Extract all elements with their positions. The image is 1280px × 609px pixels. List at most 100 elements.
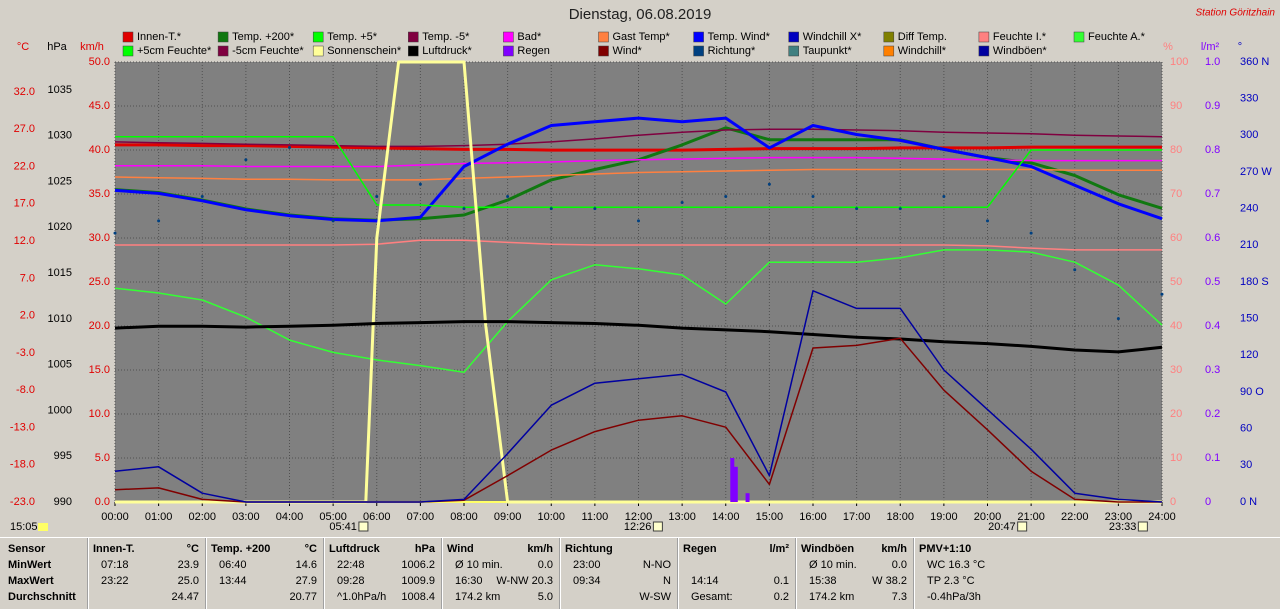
axis-tick-label: 60 — [1240, 423, 1252, 435]
legend-swatch — [978, 45, 990, 57]
chart: Dienstag, 06.08.2019 Station Göritzhain … — [9, 5, 1276, 533]
table-cell: PMV+1:10 — [919, 543, 972, 555]
direction-dot — [724, 194, 728, 198]
axis-tick-label: 210 — [1240, 239, 1258, 251]
table-cell: 24.47 — [171, 591, 199, 603]
legend-swatch — [883, 45, 895, 57]
axis-tick-label: 0.7 — [1205, 188, 1220, 200]
legend-swatch — [693, 31, 704, 43]
legend-swatch — [217, 45, 229, 57]
axis-tick-label: -8.0 — [16, 384, 35, 396]
axis-tick-label: 1005 — [48, 359, 72, 371]
direction-dot — [462, 207, 466, 211]
direction-dot — [549, 207, 553, 211]
table-cell: 7.3 — [891, 591, 907, 603]
event-label: 05:41 — [329, 521, 357, 533]
legend-label: Taupunkt* — [803, 45, 853, 57]
y-tick-label: 40.0 — [89, 144, 110, 156]
axis-tick-label: 22.0 — [14, 160, 35, 172]
axis-label: l/m² — [1201, 41, 1220, 53]
legend-swatch — [598, 31, 609, 43]
table-cell: 06:40 — [219, 559, 247, 571]
column-separator — [559, 538, 561, 609]
legend-swatch — [122, 31, 134, 43]
legend-swatch — [788, 45, 799, 57]
series-line — [114, 168, 1162, 181]
axis-tick-label: 1000 — [48, 404, 72, 416]
table-cell: N-NO — [642, 559, 671, 571]
table-cell: WC 16.3 °C — [927, 559, 986, 571]
table-cell: 16:30 — [455, 575, 483, 587]
event-marker — [358, 521, 369, 532]
legend-swatch — [217, 31, 229, 43]
axis-tick-label: 32.0 — [14, 86, 35, 98]
axis-tick-label: 80 — [1170, 144, 1182, 156]
table-cell: Temp. +200 — [211, 543, 271, 555]
legend-swatch — [122, 45, 134, 57]
axis-tick-label: -18.0 — [10, 459, 35, 471]
table-cell: 14.6 — [295, 559, 317, 571]
event-marker — [1017, 521, 1028, 532]
table-cell: 174.2 km — [809, 591, 855, 603]
axis-tick-label: 150 — [1240, 313, 1258, 325]
x-tick-label: 08:00 — [450, 511, 478, 523]
axis-tick-label: 0.6 — [1205, 232, 1220, 244]
table-cell: W 38.2 — [872, 575, 907, 587]
direction-dot — [767, 182, 771, 186]
x-tick-label: 15:00 — [756, 511, 784, 523]
column-separator — [677, 538, 679, 609]
table-cell: km/h — [881, 543, 907, 555]
legend-label: Richtung* — [708, 45, 756, 57]
axis-tick-label: 1.0 — [1205, 56, 1220, 68]
legend-swatch — [312, 31, 324, 43]
table-cell: 0.0 — [537, 559, 553, 571]
axis-tick-label: 27.0 — [14, 123, 35, 135]
axis-tick-label: 0.3 — [1205, 364, 1220, 376]
table-cell: 13:44 — [219, 575, 247, 587]
axis-tick-label: 0.4 — [1205, 320, 1220, 332]
x-tick-label: 01:00 — [145, 511, 173, 523]
table-cell: 25.0 — [177, 575, 199, 587]
table-cell: 1006.2 — [401, 559, 435, 571]
table-cell: N — [663, 575, 671, 587]
axis-tick-label: 2.0 — [20, 310, 35, 322]
event-label: 20:47 — [988, 521, 1016, 533]
x-tick-label: 00:00 — [101, 511, 129, 523]
legend-swatch — [503, 31, 514, 43]
table-cell: 15:38 — [809, 575, 837, 587]
table-cell: 23:00 — [573, 559, 601, 571]
y-tick-label: 0.0 — [95, 496, 110, 508]
rain-bar — [745, 493, 750, 502]
table-cell: 0.0 — [891, 559, 907, 571]
axis-tick-label: 300 — [1240, 129, 1258, 141]
table-cell: ^1.0hPa/h — [337, 591, 387, 603]
clock-icon — [38, 523, 48, 531]
x-tick-label: 09:00 — [494, 511, 522, 523]
y-tick-label: 45.0 — [89, 100, 110, 112]
x-tick-label: 22:00 — [1061, 511, 1089, 523]
column-separator — [913, 538, 915, 609]
direction-dot — [1160, 292, 1164, 296]
direction-dot — [113, 231, 117, 235]
direction-dot — [593, 207, 597, 211]
y-tick-label: 15.0 — [89, 364, 110, 376]
axis-tick-label: 40 — [1170, 320, 1182, 332]
x-tick-label: 06:00 — [363, 511, 391, 523]
x-tick-label: 11:00 — [582, 511, 609, 523]
direction-dot — [157, 219, 161, 223]
legend-label: Feuchte A.* — [1088, 31, 1146, 43]
table-cell: 09:28 — [337, 575, 365, 587]
axis-tick-label: 30 — [1170, 364, 1182, 376]
legend-label: Temp. +200* — [232, 31, 295, 43]
table-cell: °C — [186, 543, 199, 555]
axis-label: hPa — [47, 41, 67, 53]
column-separator — [795, 538, 797, 609]
axis-tick-label: 0.5 — [1205, 276, 1220, 288]
table-cell: 27.9 — [295, 575, 317, 587]
table-cell: 23:22 — [101, 575, 129, 587]
direction-dot — [1116, 317, 1120, 321]
legend-label: Regen — [517, 45, 549, 57]
direction-dot — [637, 219, 640, 223]
y-axis-label: km/h — [80, 41, 104, 53]
direction-dot — [986, 219, 989, 223]
